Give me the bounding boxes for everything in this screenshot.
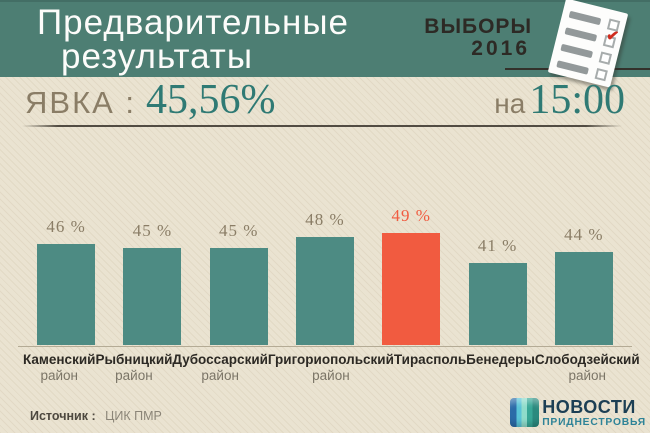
category-label: Каменский район xyxy=(23,352,95,384)
bar xyxy=(554,251,613,345)
category-name: Слободзейский xyxy=(534,352,640,367)
turnout-group: ЯВКА : 45,56% xyxy=(25,77,276,123)
category-name: Рыбницкий xyxy=(95,352,173,367)
category-label: Бенедеры xyxy=(466,352,535,384)
bar-value-label: 48 % xyxy=(305,209,345,229)
election-badge-line1: ВЫБОРЫ xyxy=(424,15,532,38)
bar-value-label: 45 % xyxy=(218,221,259,240)
bar-chart: 46 % 45 % 45 % 48 % 49 % 41 % 44 % xyxy=(23,0,627,345)
election-badge: ВЫБОРЫ 2016 xyxy=(424,16,532,60)
turnout-strip: ЯВКА : 45,56% на 15:00 xyxy=(0,77,650,127)
category-suffix: район xyxy=(40,368,78,383)
logo-line2: ПРИДНЕСТРОВЬЯ xyxy=(542,416,646,428)
category-suffix: район xyxy=(568,368,607,383)
source-note: Источник : ЦИК ПМР xyxy=(30,409,162,423)
bar xyxy=(123,248,182,345)
category-name: Дубоссарский xyxy=(172,352,268,367)
turnout-value: 45,56% xyxy=(146,77,276,123)
logo-line1: НОВОСТИ xyxy=(542,396,636,417)
category-label: Дубоссарский район xyxy=(172,352,268,384)
turnout-time-prefix: на xyxy=(494,88,526,119)
chart-category-labels: Каменский район Рыбницкий район Дубоссарский… xyxy=(23,352,640,384)
bar-column: 45 % xyxy=(109,221,195,345)
logo-text: НОВОСТИ ПРИДНЕСТРОВЬЯ xyxy=(542,398,646,428)
category-name: Тирасполь xyxy=(393,352,467,367)
category-suffix: район xyxy=(201,368,239,383)
bar-highlighted xyxy=(382,233,441,345)
bar-value-label: 41 % xyxy=(477,236,518,255)
bar-column: 46 % xyxy=(23,217,109,345)
category-label: Рыбницкий район xyxy=(95,352,172,384)
bar-value-label: 44 % xyxy=(564,224,604,244)
bar-column: 44 % xyxy=(541,225,627,345)
source-value: ЦИК ПМР xyxy=(105,409,162,423)
turnout-divider xyxy=(22,125,622,127)
source-label: Источник : xyxy=(30,409,96,423)
turnout-label: ЯВКА : xyxy=(25,85,137,120)
page-title-line1: Предварительные xyxy=(37,3,349,42)
category-suffix: район xyxy=(115,368,153,383)
bar xyxy=(209,248,268,345)
category-suffix: район xyxy=(312,368,350,383)
bar-value-label: 46 % xyxy=(46,217,86,237)
header: Предварительные результаты ВЫБОРЫ 2016 ✔ xyxy=(0,0,650,88)
bar-column: 48 % xyxy=(282,210,368,345)
bar-column: 45 % xyxy=(196,221,282,345)
chart-baseline xyxy=(18,346,632,347)
category-name: Каменский xyxy=(23,352,96,367)
bar xyxy=(468,263,527,345)
logo-mark-icon xyxy=(510,398,540,428)
turnout-time: 15:00 xyxy=(529,77,625,123)
bar-value-label: 45 % xyxy=(132,221,173,240)
category-name: Григориопольский xyxy=(267,352,394,367)
turnout-time-group: на 15:00 xyxy=(494,77,625,123)
bar xyxy=(37,244,96,345)
category-label: Тирасполь xyxy=(394,352,466,384)
bar xyxy=(295,236,354,345)
bar-column: 41 % xyxy=(454,236,540,345)
category-name: Бенедеры xyxy=(466,352,535,367)
category-label: Григориопольский район xyxy=(268,352,394,384)
bar-value-label: 49 % xyxy=(391,206,431,225)
category-label: Слободзейский район xyxy=(535,352,640,384)
bar-column: 49 % xyxy=(368,206,454,345)
election-badge-year: 2016 xyxy=(471,37,530,60)
page-title-line2: результаты xyxy=(61,37,253,76)
page-title: Предварительные результаты xyxy=(37,3,349,76)
news-pridnestrovya-logo: НОВОСТИ ПРИДНЕСТРОВЬЯ xyxy=(510,398,646,428)
